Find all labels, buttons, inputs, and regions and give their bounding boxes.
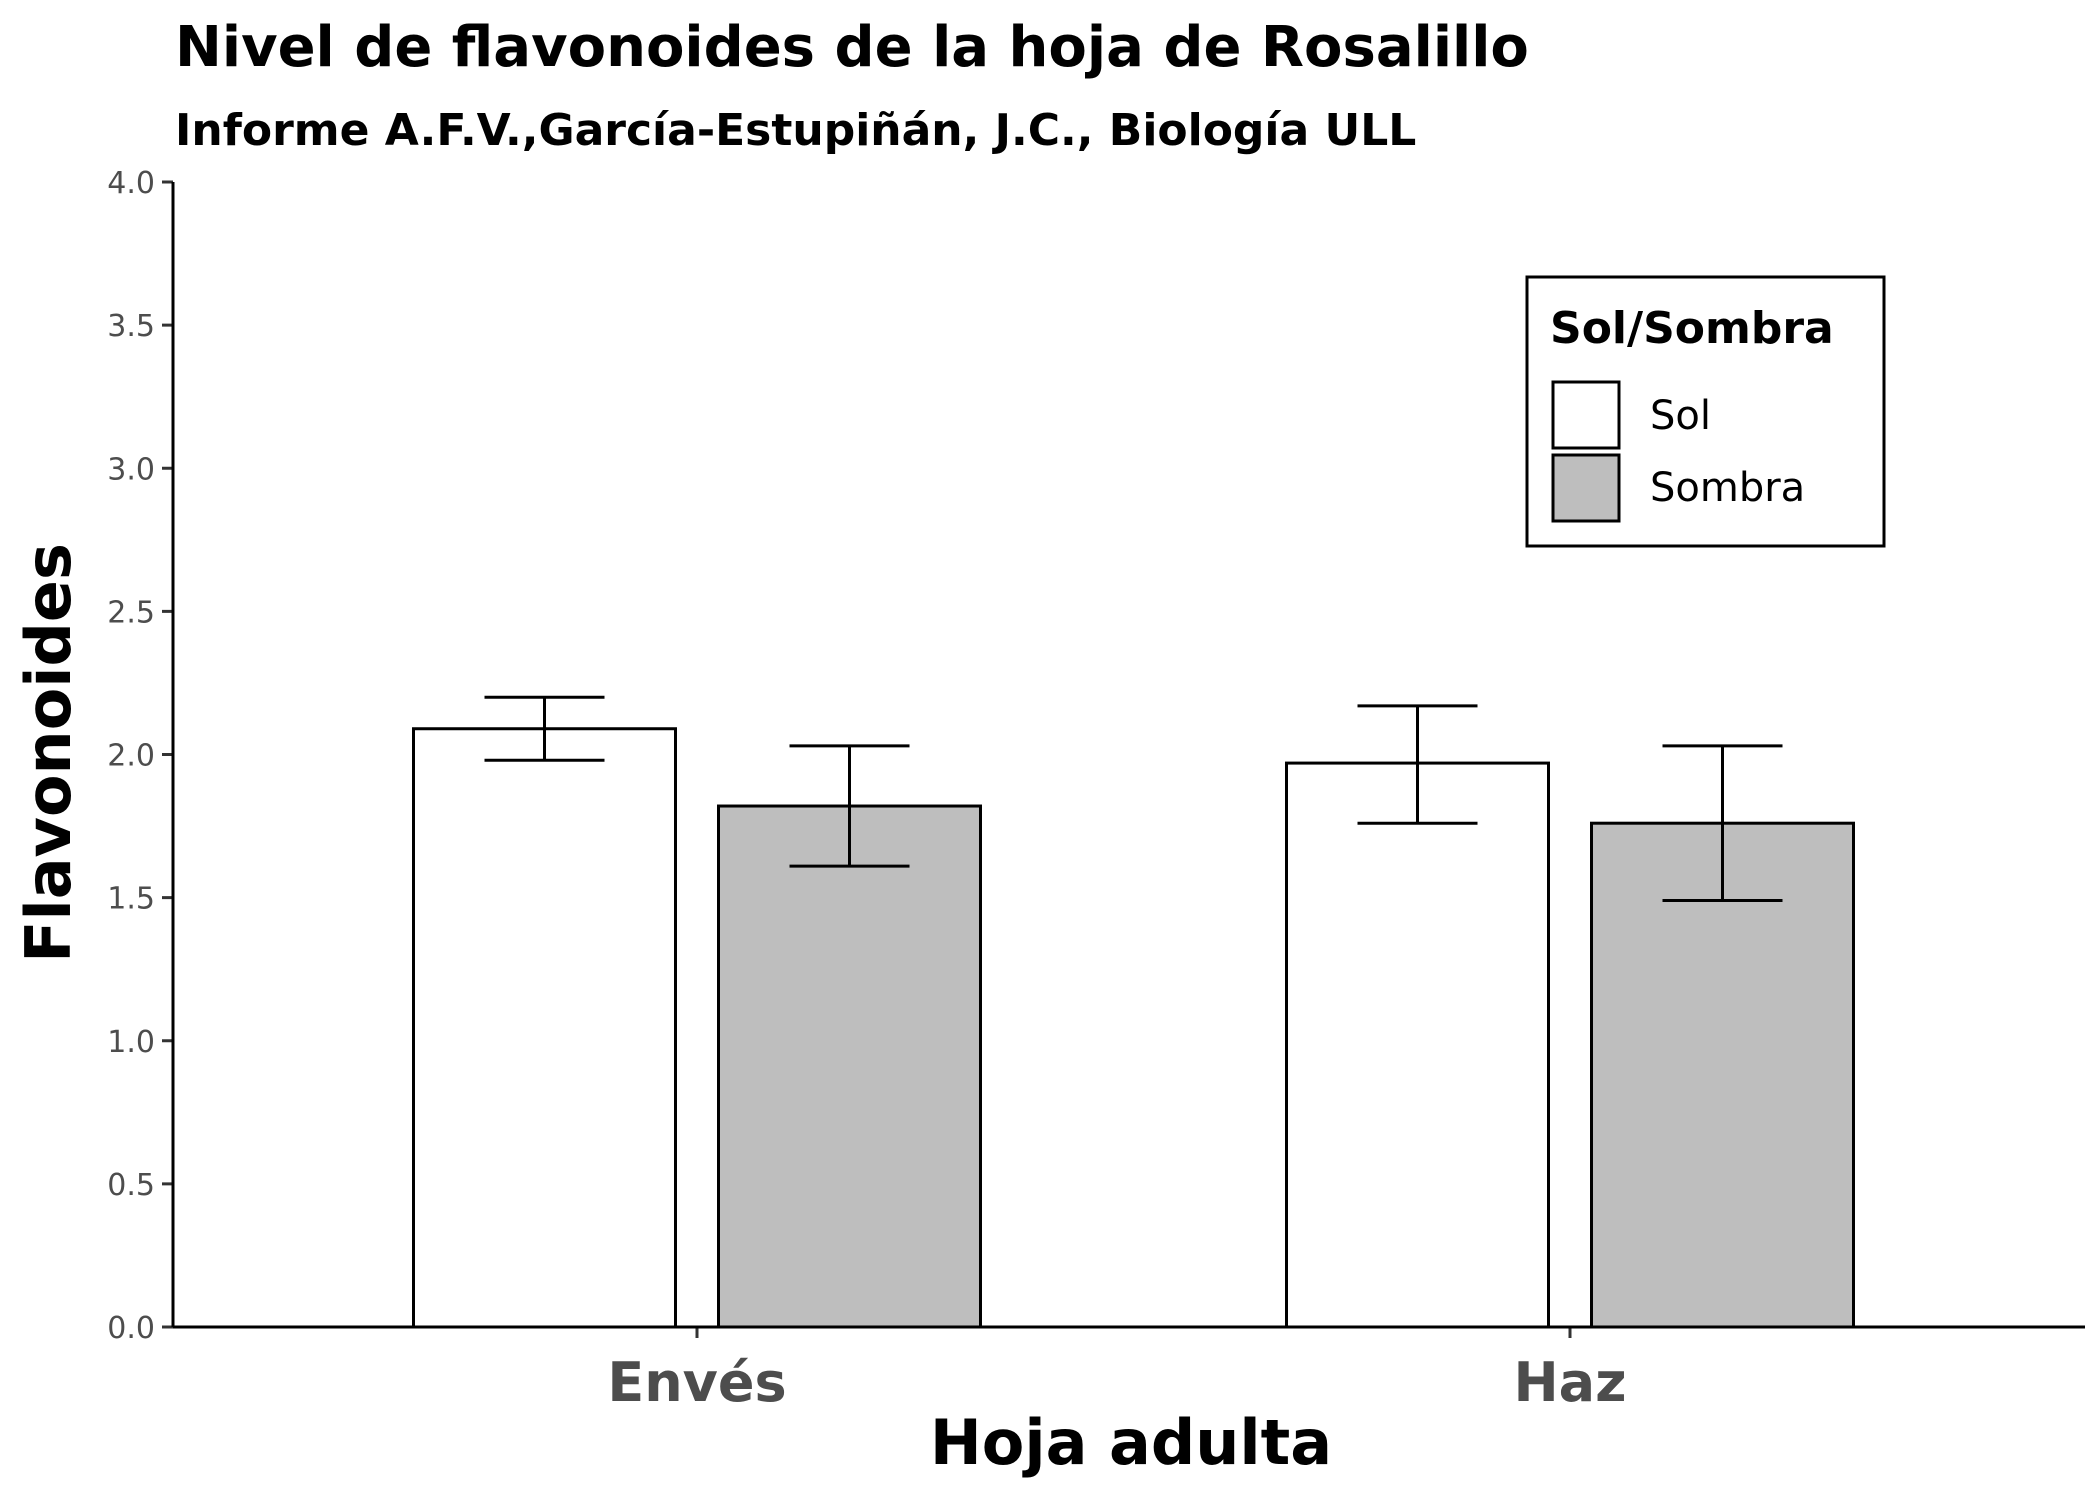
y-tick-label: 3.5 [107, 309, 155, 344]
x-tick-label: Envés [607, 1351, 786, 1414]
legend-label-sombra: Sombra [1650, 465, 1805, 511]
legend-label-sol: Sol [1650, 393, 1711, 439]
bar-haz-sombra [1590, 821, 1855, 1329]
legend-key-sol [1551, 380, 1621, 450]
y-tick-label: 3.0 [107, 452, 155, 487]
legend-key-sombra [1551, 453, 1621, 523]
x-tick-label: Haz [1513, 1351, 1626, 1414]
bar-envs-sol [412, 727, 677, 1329]
legend: Sol/Sombra Sol Sombra [1525, 275, 1886, 548]
y-tick-label: 1.5 [107, 882, 155, 917]
bar-haz-sol [1285, 761, 1550, 1329]
y-axis-title: Flavonoides [12, 543, 85, 963]
y-tick-label: 0.5 [107, 1168, 155, 1203]
y-tick-label: 2.0 [107, 739, 155, 774]
chart-subtitle: Informe A.F.V.,García-Estupiñán, J.C., B… [175, 105, 1416, 156]
bar-envs-sombra [717, 804, 982, 1329]
y-tick-label: 2.5 [107, 595, 155, 630]
legend-title: Sol/Sombra [1550, 303, 1834, 354]
x-axis-title: Hoja adulta [930, 1406, 1332, 1479]
y-tick-label: 1.0 [107, 1025, 155, 1060]
y-tick-label: 4.0 [107, 166, 155, 201]
plot-area: 0.0 0.5 1.0 1.5 2.0 2.5 3.0 3.5 4.0 Envés Haz [107, 166, 2085, 1414]
chart-title: Nivel de flavonoides de la hoja de Rosal… [175, 15, 1529, 80]
y-tick-label: 0.0 [107, 1311, 155, 1346]
